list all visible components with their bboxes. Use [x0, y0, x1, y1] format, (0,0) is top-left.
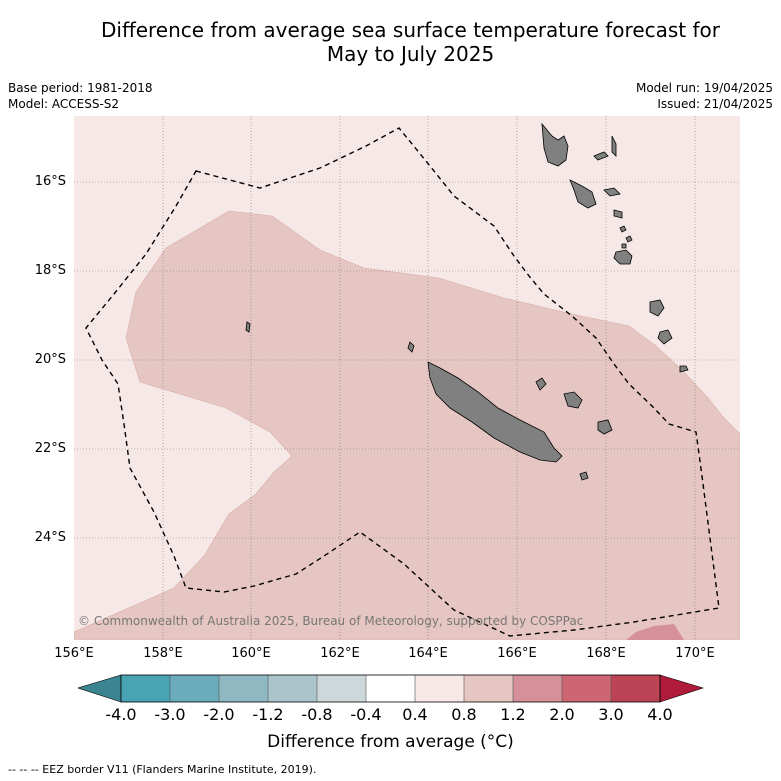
lon-label-156e: 156°E	[54, 646, 94, 661]
vanuatu-espiritu-santo	[541, 122, 569, 167]
model-text: Model: ACCESS-S2	[8, 97, 120, 111]
meta-left: Base period: 1981-2018 Model: ACCESS-S2	[8, 80, 153, 112]
belep-islet	[407, 341, 415, 353]
eez-border	[85, 127, 720, 637]
copyright-notice: © Commonwealth of Australia 2025, Bureau…	[78, 614, 584, 628]
vanuatu-pentecost	[611, 135, 617, 157]
loyalty-island-mare	[597, 419, 613, 435]
vanuatu-erromango	[649, 299, 665, 317]
model-run-text: Model run: 19/04/2025	[635, 81, 773, 95]
lat-label-22s: 22°S	[34, 441, 66, 456]
lon-label-162e: 162°E	[320, 646, 360, 661]
map-title-line1: Difference from average sea surface temp…	[100, 18, 720, 42]
vanuatu-ambrym	[603, 187, 621, 197]
colorbar-label-6: -0.4	[350, 705, 382, 724]
colorbar-swatch-4	[268, 675, 317, 702]
colorbar-title: Difference from average (°C)	[267, 732, 514, 752]
vanuatu-ambae	[593, 151, 609, 161]
colorbar-swatch-2	[170, 675, 219, 702]
colorbar-label-4: -1.2	[252, 705, 284, 724]
colorbar-swatch-6	[366, 675, 415, 702]
meta-right: Model run: 19/04/2025 Issued: 21/04/2025	[636, 80, 773, 112]
lon-label-168e: 168°E	[586, 646, 626, 661]
colorbar-swatch-7	[415, 675, 464, 702]
warm-anomaly-region	[74, 210, 740, 640]
colorbar-label-10: 2.0	[549, 705, 575, 724]
colorbar-label-7: 0.4	[402, 705, 428, 724]
colorbar-over-arrow	[659, 674, 704, 703]
gridlines	[74, 116, 740, 640]
colorbar-label-2: -3.0	[154, 705, 186, 724]
colorbar-swatch-8	[464, 675, 513, 702]
lon-label-164e: 164°E	[408, 646, 448, 661]
lat-label-16s: 16°S	[34, 174, 66, 189]
vanuatu-aneityum	[679, 365, 689, 373]
lat-label-24s: 24°S	[34, 530, 66, 545]
lat-label-20s: 20°S	[34, 352, 66, 367]
colorbar-swatch-11	[611, 675, 660, 702]
colorbar-label-11: 3.0	[598, 705, 624, 724]
loyalty-island-ouvea	[535, 377, 547, 391]
colorbar-label-8: 0.8	[451, 705, 477, 724]
map-svg	[74, 116, 740, 640]
colorbar-swatch-9	[513, 675, 562, 702]
vanuatu-epi	[613, 209, 623, 219]
eez-legend-note: -- -- -- EEZ border V11 (Flanders Marine…	[8, 763, 317, 776]
strong-anomaly-region	[626, 624, 684, 640]
colorbar-swatch-1	[121, 675, 170, 702]
colorbar-swatch-3	[219, 675, 268, 702]
colorbar-label-1: -4.0	[105, 705, 137, 724]
lon-label-170e: 170°E	[675, 646, 715, 661]
map-panel	[74, 116, 740, 640]
colorbar-swatch-10	[562, 675, 611, 702]
colorbar-under-arrow	[78, 674, 122, 703]
lon-label-160e: 160°E	[231, 646, 271, 661]
lon-label-158e: 158°E	[143, 646, 183, 661]
colorbar-swatch-5	[317, 675, 366, 702]
base-period-text: Base period: 1981-2018	[8, 81, 153, 95]
colorbar-label-9: 1.2	[500, 705, 526, 724]
colorbar-label-5: -0.8	[301, 705, 333, 724]
lat-label-18s: 18°S	[34, 263, 66, 278]
vanuatu-shepherd-islets	[619, 225, 633, 249]
chesterfield-islet	[245, 321, 251, 333]
new-caledonia-island	[427, 361, 563, 463]
lon-label-166e: 166°E	[497, 646, 537, 661]
vanuatu-malekula	[569, 179, 597, 209]
issued-text: Issued: 21/04/2025	[657, 97, 773, 111]
colorbar-label-3: -2.0	[203, 705, 235, 724]
colorbar-label-12: 4.0	[647, 705, 673, 724]
map-title-line2: May to July 2025	[326, 42, 495, 66]
ile-des-pins	[579, 471, 589, 481]
vanuatu-efate	[613, 249, 633, 265]
loyalty-island-lifou	[563, 391, 583, 409]
colorbar	[78, 674, 704, 703]
vanuatu-tanna	[657, 329, 673, 345]
map-title: Difference from average sea surface temp…	[0, 18, 781, 66]
